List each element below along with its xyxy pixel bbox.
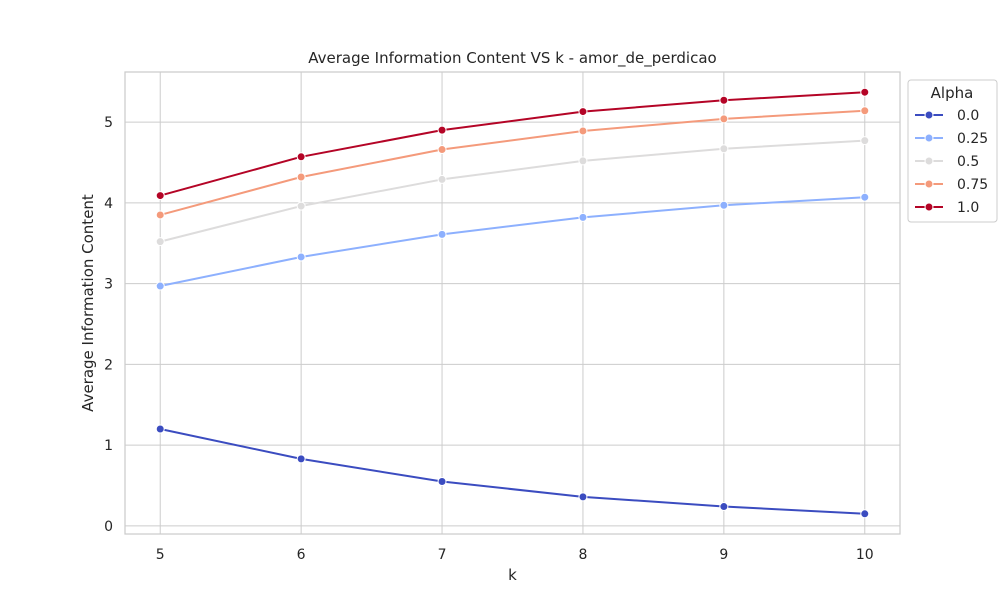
data-point (578, 212, 588, 222)
series-line (159, 91, 865, 197)
series-0.0 (155, 424, 870, 519)
data-point (719, 200, 729, 210)
data-point (719, 502, 729, 512)
series-layer (155, 87, 870, 519)
data-point (578, 126, 588, 136)
y-tick-label: 0 (104, 519, 113, 535)
legend-items: 0.0 0.25 0.5 0.75 1.0 (915, 108, 988, 216)
data-point (437, 229, 447, 239)
series-1.0 (155, 87, 870, 201)
data-point (860, 87, 870, 97)
legend-swatch-marker (924, 179, 934, 189)
data-point (860, 509, 870, 519)
series-line (159, 139, 865, 243)
data-point (296, 172, 306, 182)
data-point (437, 174, 447, 184)
data-point (860, 192, 870, 202)
legend-title: Alpha (931, 84, 974, 102)
legend-label: 0.5 (957, 154, 979, 170)
data-point (296, 454, 306, 464)
data-point (155, 237, 165, 247)
data-point (155, 210, 165, 220)
data-point (437, 125, 447, 135)
legend-item: 0.0 (915, 108, 979, 124)
x-tick-labels: 5 6 7 8 9 10 (156, 547, 874, 563)
legend-swatch-marker (924, 202, 934, 212)
legend-label: 0.25 (957, 131, 988, 147)
legend-swatch-marker (924, 110, 934, 120)
data-point (296, 152, 306, 162)
plot-frame (124, 71, 901, 535)
data-point (437, 145, 447, 155)
y-tick-label: 2 (104, 357, 113, 373)
data-point (155, 424, 165, 434)
x-tick-label: 9 (719, 547, 728, 563)
legend-item: 0.75 (915, 177, 988, 193)
data-point (719, 114, 729, 124)
series-line (159, 109, 865, 216)
legend-item: 0.5 (915, 154, 979, 170)
x-tick-label: 5 (156, 547, 165, 563)
data-point (578, 107, 588, 117)
y-tick-label: 1 (104, 438, 113, 454)
legend-swatch-marker (924, 133, 934, 143)
data-point (155, 281, 165, 291)
x-tick-label: 10 (856, 547, 874, 563)
y-axis-label: Average Information Content (79, 194, 97, 412)
legend-label: 1.0 (957, 200, 979, 216)
y-tick-label: 5 (104, 115, 113, 131)
data-point (719, 144, 729, 154)
x-tick-label: 7 (438, 547, 447, 563)
data-point (578, 156, 588, 166)
data-point (719, 95, 729, 105)
series-0.75 (155, 106, 870, 220)
data-point (155, 191, 165, 201)
legend-label: 0.0 (957, 108, 979, 124)
y-tick-label: 3 (104, 277, 113, 293)
data-point (296, 201, 306, 211)
legend-item: 0.25 (915, 131, 988, 147)
data-point (578, 492, 588, 502)
y-tick-labels: 0 1 2 3 4 5 (104, 115, 113, 535)
legend-item: 1.0 (915, 200, 979, 216)
chart-title: Average Information Content VS k - amor_… (308, 49, 716, 68)
legend-swatch-marker (924, 156, 934, 166)
legend-label: 0.75 (957, 177, 988, 193)
data-point (860, 106, 870, 116)
series-0.25 (155, 192, 870, 291)
legend: Alpha 0.0 0.25 0.5 0.75 1.0 (907, 79, 998, 223)
x-tick-label: 6 (297, 547, 306, 563)
y-tick-label: 4 (104, 196, 113, 212)
series-0.5 (155, 136, 870, 247)
series-line (160, 196, 865, 288)
x-tick-label: 8 (578, 547, 587, 563)
data-point (296, 252, 306, 262)
data-point (437, 477, 447, 486)
series-line (160, 428, 865, 515)
x-axis-label: k (508, 566, 517, 584)
data-point (860, 136, 870, 146)
